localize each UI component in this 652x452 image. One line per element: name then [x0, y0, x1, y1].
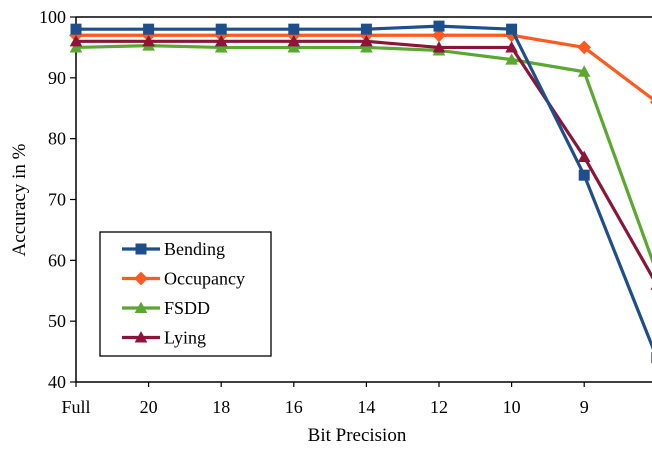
data-point-bending: [506, 23, 518, 35]
x-tick-label: 10: [503, 397, 521, 417]
y-tick-label: 50: [48, 311, 66, 331]
data-point-lying: [69, 35, 83, 47]
data-point-fsdd: [69, 41, 83, 53]
x-tick-label: 16: [285, 397, 303, 417]
data-point-bending: [578, 169, 590, 181]
data-point-lying: [142, 35, 155, 47]
data-point-bending: [433, 20, 445, 32]
x-axis-title: Bit Precision: [308, 425, 407, 446]
y-tick-label: 80: [48, 129, 66, 149]
data-point-bending: [143, 23, 155, 35]
data-point-bending: [70, 23, 82, 35]
legend: Bending Occupancy FSDD Lying: [99, 231, 272, 357]
legend-box: [99, 231, 272, 357]
data-point-fsdd: [505, 53, 518, 65]
legend-label-fsdd: FSDD: [164, 298, 210, 318]
data-point-lying: [432, 41, 446, 53]
data-point-lying: [287, 35, 301, 47]
data-point-bending: [215, 23, 227, 35]
x-tick-label: Full: [61, 397, 90, 417]
data-point-occupancy: [432, 28, 446, 43]
legend-marker-bending: [135, 243, 147, 255]
y-axis-title: Accuracy in %: [9, 143, 30, 256]
y-tick-label: 60: [48, 250, 66, 270]
data-point-fsdd: [287, 41, 301, 53]
x-tick-label: 14: [357, 397, 375, 417]
data-point-bending: [360, 23, 372, 35]
data-point-bending: [288, 23, 300, 35]
y-tick-label: 90: [48, 68, 66, 88]
data-point-occupancy: [577, 40, 592, 55]
legend-label-occupancy: Occupancy: [164, 269, 245, 289]
y-tick-label: 100: [39, 7, 66, 27]
legend-marker-lying: [134, 331, 148, 343]
data-point-fsdd: [577, 65, 591, 77]
x-tick-label: 18: [212, 397, 230, 417]
data-point-fsdd: [360, 41, 373, 53]
y-tick-label: 40: [48, 372, 66, 392]
legend-marker-fsdd: [134, 301, 148, 314]
data-point-lying: [577, 150, 591, 162]
series-layer: [69, 20, 652, 364]
y-tick-label: 70: [48, 190, 66, 210]
legend-marker-occupancy: [134, 271, 148, 286]
axes: 405060708090100Full20181614121098: [39, 7, 652, 417]
data-point-fsdd: [214, 41, 228, 53]
legend-label-bending: Bending: [164, 239, 225, 259]
x-tick-label: 12: [430, 397, 448, 417]
legend-label-lying: Lying: [164, 328, 206, 348]
data-point-lying: [214, 35, 228, 47]
x-tick-label: 20: [140, 397, 158, 417]
x-tick-label: 9: [580, 397, 589, 417]
data-point-occupancy: [649, 100, 652, 105]
data-point-lying: [505, 41, 518, 53]
data-point-lying: [360, 35, 373, 47]
